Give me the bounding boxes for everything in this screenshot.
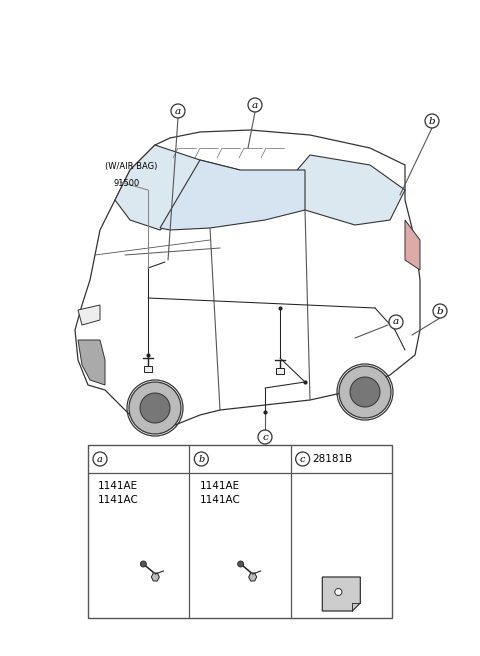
Text: (W/AIR BAG): (W/AIR BAG) <box>105 162 157 171</box>
Circle shape <box>171 104 185 118</box>
Circle shape <box>339 366 391 418</box>
Text: a: a <box>175 106 181 115</box>
Circle shape <box>238 561 244 567</box>
Polygon shape <box>323 577 360 611</box>
Text: a: a <box>97 455 103 464</box>
Circle shape <box>129 382 181 434</box>
Circle shape <box>335 588 342 596</box>
FancyBboxPatch shape <box>144 366 152 372</box>
Circle shape <box>433 304 447 318</box>
Polygon shape <box>405 220 420 270</box>
Text: a: a <box>252 100 258 110</box>
Text: 28181B: 28181B <box>312 454 353 464</box>
Polygon shape <box>115 145 240 230</box>
Text: 91500: 91500 <box>113 179 139 188</box>
Polygon shape <box>280 155 405 225</box>
Text: 1141AE
1141AC: 1141AE 1141AC <box>199 481 240 505</box>
Circle shape <box>194 452 208 466</box>
Polygon shape <box>160 160 305 230</box>
Text: b: b <box>198 455 204 464</box>
Text: b: b <box>437 306 444 316</box>
Text: c: c <box>262 432 268 441</box>
Text: 1141AE
1141AC: 1141AE 1141AC <box>98 481 139 505</box>
Circle shape <box>93 452 107 466</box>
Circle shape <box>296 452 310 466</box>
Circle shape <box>350 377 380 407</box>
FancyBboxPatch shape <box>88 445 392 618</box>
Text: b: b <box>429 117 435 125</box>
Circle shape <box>140 561 146 567</box>
Polygon shape <box>249 573 257 581</box>
Circle shape <box>140 393 170 423</box>
Polygon shape <box>78 305 100 325</box>
Circle shape <box>258 430 272 444</box>
Text: c: c <box>300 455 305 464</box>
Circle shape <box>248 98 262 112</box>
FancyBboxPatch shape <box>276 368 284 374</box>
Circle shape <box>425 114 439 128</box>
Circle shape <box>389 315 403 329</box>
Polygon shape <box>78 340 105 385</box>
Text: a: a <box>393 318 399 327</box>
Polygon shape <box>151 573 159 581</box>
Polygon shape <box>75 130 420 425</box>
